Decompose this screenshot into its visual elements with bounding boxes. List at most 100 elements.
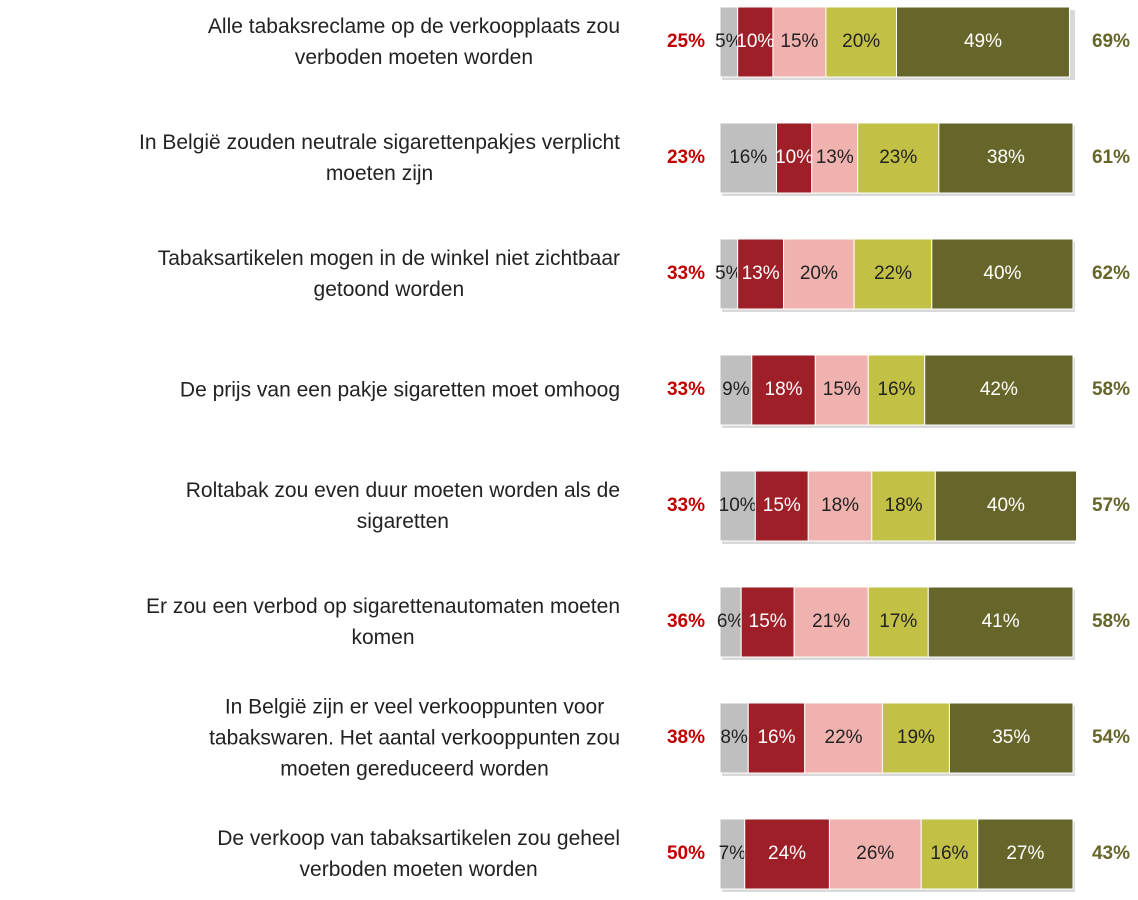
left-total: 36% <box>667 611 705 632</box>
category-label: In België zouden neutrale sigarettenpakj… <box>139 131 620 185</box>
segment-label: 49% <box>964 31 1002 52</box>
segment-label: 40% <box>983 263 1021 284</box>
category-label-box: Roltabak zou even duur moeten worden als… <box>0 475 620 537</box>
bar-segment <box>857 122 940 194</box>
bar-segment <box>793 586 869 658</box>
left-total: 38% <box>667 727 705 748</box>
segment-label: 18% <box>821 495 859 516</box>
bar-segment <box>772 6 827 78</box>
bar-segment <box>719 354 753 426</box>
segment-label: 10% <box>719 495 757 516</box>
segment-label: 9% <box>722 379 750 400</box>
category-label-box: Tabaksartikelen mogen in de winkel niet … <box>0 243 620 305</box>
segment-label: 6% <box>717 611 745 632</box>
category-label-box: Er zou een verbod op sigarettenautomaten… <box>0 591 620 653</box>
bar-segment <box>927 586 1074 658</box>
segment-label: 16% <box>930 843 968 864</box>
bar-segment <box>931 238 1074 310</box>
segment-label: 38% <box>987 147 1025 168</box>
bar-segment <box>977 818 1074 890</box>
bar-segment <box>744 818 830 890</box>
right-total: 58% <box>1092 611 1130 632</box>
segment-label: 15% <box>763 495 801 516</box>
bar-segment <box>867 586 929 658</box>
bar-segment <box>807 470 873 542</box>
segment-label: 24% <box>768 843 806 864</box>
segment-label: 7% <box>719 843 747 864</box>
segment-label: 21% <box>812 611 850 632</box>
bar-segment <box>920 818 979 890</box>
left-total: 33% <box>667 263 705 284</box>
segment-label: 17% <box>879 611 917 632</box>
segment-label: 18% <box>765 379 803 400</box>
bar-segment <box>938 122 1074 194</box>
segment-label: 26% <box>856 843 894 864</box>
segment-label: 22% <box>825 727 863 748</box>
bar-segment <box>867 354 926 426</box>
segment-label: 13% <box>816 147 854 168</box>
left-total: 23% <box>667 147 705 168</box>
bar-segment <box>934 470 1078 542</box>
segment-label: 13% <box>742 263 780 284</box>
segment-label: 27% <box>1006 843 1044 864</box>
right-total: 57% <box>1092 495 1130 516</box>
segment-label: 15% <box>823 379 861 400</box>
bar-segment <box>719 470 756 542</box>
segment-label: 15% <box>749 611 787 632</box>
category-label: De verkoop van tabaksartikelen zou gehee… <box>217 827 620 881</box>
right-total: 61% <box>1092 147 1130 168</box>
bar-segment <box>754 470 809 542</box>
bar-segment <box>853 238 933 310</box>
category-label: De prijs van een pakje sigaretten moet o… <box>179 378 620 402</box>
segment-label: 42% <box>980 379 1018 400</box>
segment-label: 41% <box>982 611 1020 632</box>
bar-segment <box>924 354 1074 426</box>
bar-segment <box>881 702 950 774</box>
segment-label: 16% <box>729 147 767 168</box>
category-label-box: In België zouden neutrale sigarettenpakj… <box>0 127 620 189</box>
bar-segment <box>747 702 806 774</box>
bar-segment <box>871 470 936 542</box>
bar-segment <box>740 586 795 658</box>
bar-segment <box>811 122 859 194</box>
category-label: Alle tabaksreclame op de verkoopplaats z… <box>207 15 620 69</box>
bar-segment <box>814 354 869 426</box>
segment-label: 23% <box>879 147 917 168</box>
segment-label: 10% <box>736 31 774 52</box>
segment-label: 20% <box>842 31 880 52</box>
right-total: 69% <box>1092 31 1130 52</box>
segment-label: 19% <box>897 727 935 748</box>
segment-label: 5% <box>715 263 743 284</box>
segment-label: 22% <box>874 263 912 284</box>
left-total: 25% <box>667 31 705 52</box>
left-total: 33% <box>667 495 705 516</box>
segment-label: 18% <box>885 495 923 516</box>
segment-label: 35% <box>992 727 1030 748</box>
category-label: Tabaksartikelen mogen in de winkel niet … <box>157 247 620 301</box>
segment-label: 5% <box>715 31 743 52</box>
bar-segment <box>751 354 816 426</box>
segment-label: 15% <box>780 31 818 52</box>
segment-label: 16% <box>877 379 915 400</box>
bar-segment <box>783 238 855 310</box>
category-label-box: In België zijn er veel verkooppunten voo… <box>0 692 620 785</box>
bar-segment <box>948 702 1074 774</box>
left-total: 33% <box>667 379 705 400</box>
bar-segment <box>719 122 777 194</box>
category-label-box: De prijs van een pakje sigaretten moet o… <box>0 375 620 406</box>
segment-label: 40% <box>987 495 1025 516</box>
category-label-box: De verkoop van tabaksartikelen zou gehee… <box>0 823 620 885</box>
segment-label: 20% <box>800 263 838 284</box>
bar-segment <box>828 818 922 890</box>
right-total: 54% <box>1092 727 1130 748</box>
category-label-box: Alle tabaksreclame op de verkoopplaats z… <box>0 11 620 73</box>
category-label: Er zou een verbod op sigarettenautomaten… <box>146 595 620 649</box>
segment-label: 10% <box>775 147 813 168</box>
segment-label: 16% <box>757 727 795 748</box>
category-label: Roltabak zou even duur moeten worden als… <box>185 479 620 533</box>
right-total: 43% <box>1092 843 1130 864</box>
right-total: 62% <box>1092 263 1130 284</box>
bar-segment <box>737 238 785 310</box>
